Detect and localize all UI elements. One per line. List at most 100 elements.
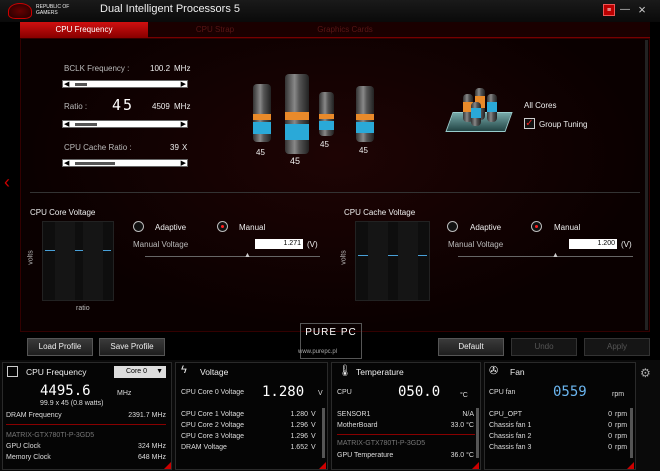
rog-logo xyxy=(8,3,32,19)
p2-scrollbar[interactable] xyxy=(322,408,325,458)
cache-manual-label: Manual xyxy=(554,223,581,232)
p1-multiplier: 99.9 x 45 (0.8 watts) xyxy=(40,400,104,407)
chevron-left-icon[interactable]: ‹ xyxy=(4,172,10,192)
core-voltage-slider-thumb[interactable]: ▲ xyxy=(244,252,251,259)
p4-row-1-label: Chassis fan 1 xyxy=(489,422,532,429)
cpu-group-icon[interactable] xyxy=(445,78,515,140)
tab-cpu-strap[interactable]: CPU Strap xyxy=(195,25,235,34)
p4-row-0-unit: rpm xyxy=(615,411,628,418)
core-label-3: 45 xyxy=(359,146,368,155)
p4-expand-icon[interactable] xyxy=(627,462,634,469)
p3-title: Temperature xyxy=(356,367,404,377)
core-select[interactable]: Core 0 ▼ xyxy=(114,366,166,378)
p3-main-unit: °C xyxy=(460,392,468,399)
default-button[interactable]: Default xyxy=(438,338,504,356)
bclk-slider[interactable]: ◀ ▶ xyxy=(62,80,188,88)
core-cylinder-0[interactable] xyxy=(253,84,271,142)
main-scrollbar[interactable] xyxy=(645,40,648,330)
p4-scrollbar[interactable] xyxy=(630,408,633,458)
p2-row-3-value: 1.652 xyxy=(290,444,308,451)
core-cylinder-2[interactable] xyxy=(319,92,334,136)
p1-gpu-name: MATRIX-GTX780TI-P-3GD5 xyxy=(6,432,95,439)
p3-separator xyxy=(337,434,475,435)
bclk-unit: MHz xyxy=(174,64,191,73)
fan-icon: ✇ xyxy=(489,365,499,377)
mem-clock-label: Memory Clock xyxy=(6,454,51,461)
undo-button[interactable]: Undo xyxy=(511,338,577,356)
p4-row-1-value: 0 xyxy=(608,422,612,429)
cache-voltage-slider[interactable] xyxy=(458,256,633,257)
cache-voltage-title: CPU Cache Voltage xyxy=(344,208,416,217)
temperature-panel xyxy=(331,362,481,470)
p4-main-value: 0559 xyxy=(553,384,587,400)
ratio-mhz: 4509 xyxy=(152,102,170,111)
core-manual-radio[interactable] xyxy=(217,221,228,232)
core-label-0: 45 xyxy=(256,148,265,157)
p2-row-1-value: 1.296 xyxy=(290,422,308,429)
p1-title: CPU Frequency xyxy=(26,367,87,377)
p2-row-2-unit: V xyxy=(311,433,316,440)
p4-main-unit: rpm xyxy=(612,391,625,398)
p4-row-1-unit: rpm xyxy=(615,422,628,429)
p4-row-3-unit: rpm xyxy=(615,444,628,451)
ratio-slider[interactable]: ◀ ▶ xyxy=(62,120,188,128)
tab-graphics-cards[interactable]: Graphics Cards xyxy=(317,25,373,34)
ratio-label: Ratio : xyxy=(64,102,88,111)
cache-ratio-slider[interactable]: ◀ ▶ xyxy=(62,159,188,167)
apply-button[interactable]: Apply xyxy=(584,338,650,356)
load-profile-button[interactable]: Load Profile xyxy=(27,338,93,356)
p2-row-0-value: 1.280 xyxy=(290,411,308,418)
p2-row-0-label: CPU Core 1 Voltage xyxy=(181,411,245,418)
bclk-label: BCLK Frequency : xyxy=(64,64,130,73)
cache-ratio-label: CPU Cache Ratio : xyxy=(64,143,132,152)
core-adaptive-radio[interactable] xyxy=(133,221,144,232)
brand-text: REPUBLIC OF GAMERS xyxy=(36,4,70,16)
p3-expand-icon[interactable] xyxy=(472,462,479,469)
core-manual-voltage-input[interactable]: 1.271 xyxy=(255,239,303,249)
voltage-panel xyxy=(175,362,328,470)
menu-icon[interactable]: ≡ xyxy=(603,4,615,16)
p1-frequency-unit: MHz xyxy=(117,390,132,397)
fan-panel xyxy=(484,362,636,470)
p2-row-1-unit: V xyxy=(311,422,316,429)
core-voltage-title: CPU Core Voltage xyxy=(30,208,96,217)
tab-cpu-frequency[interactable]: CPU Frequency xyxy=(20,22,148,38)
save-profile-button[interactable]: Save Profile xyxy=(99,338,165,356)
p1-expand-icon[interactable] xyxy=(164,462,171,469)
p2-row-3-label: DRAM Voltage xyxy=(181,444,227,451)
dram-freq-label: DRAM Frequency xyxy=(6,412,62,419)
cache-voltage-slider-thumb[interactable]: ▲ xyxy=(552,252,559,259)
lightning-icon: ϟ xyxy=(181,364,187,376)
minimize-button[interactable]: — xyxy=(620,4,630,15)
gpu-clock-value: 324 MHz xyxy=(137,443,166,450)
p3-row-1-label: MotherBoard xyxy=(337,422,378,429)
core-voltage-slider[interactable] xyxy=(145,256,320,257)
core-cylinder-3[interactable] xyxy=(356,86,374,142)
p3-scrollbar[interactable] xyxy=(476,408,479,458)
dram-freq-value: 2391.7 MHz xyxy=(128,412,166,419)
p4-title: Fan xyxy=(510,367,525,377)
cache-ratio-value: 39 xyxy=(170,143,179,152)
close-button[interactable]: × xyxy=(638,2,646,17)
cache-voltage-chart xyxy=(355,221,430,301)
p4-main-label: CPU fan xyxy=(489,389,516,396)
core-manual-label: Manual xyxy=(239,223,266,232)
cache-manual-voltage-input[interactable]: 1.200 xyxy=(569,239,617,249)
cache-manual-radio[interactable] xyxy=(531,221,542,232)
cache-voltage-unit: (V) xyxy=(621,240,632,249)
ratio-value: 45 xyxy=(112,96,135,114)
title-bar xyxy=(0,0,660,22)
app-title: Dual Intelligent Processors 5 xyxy=(100,3,241,15)
cache-voltage-yaxis: volts xyxy=(340,250,348,265)
cache-manual-voltage-label: Manual Voltage xyxy=(448,240,504,249)
cache-adaptive-radio[interactable] xyxy=(447,221,458,232)
group-tuning-checkbox[interactable]: ✓ xyxy=(524,118,535,129)
p2-expand-icon[interactable] xyxy=(319,462,326,469)
p3-gpu-name: MATRIX-GTX780TI-P-3GD5 xyxy=(337,440,426,447)
p3-main-value: 050.0 xyxy=(398,384,441,400)
gpu-temp-value: 36.0 °C xyxy=(450,452,474,459)
core-cylinder-1[interactable] xyxy=(285,74,309,154)
core-label-2: 45 xyxy=(320,140,329,149)
gear-icon[interactable]: ⚙ xyxy=(640,366,651,380)
p2-row-3-unit: V xyxy=(311,444,316,451)
